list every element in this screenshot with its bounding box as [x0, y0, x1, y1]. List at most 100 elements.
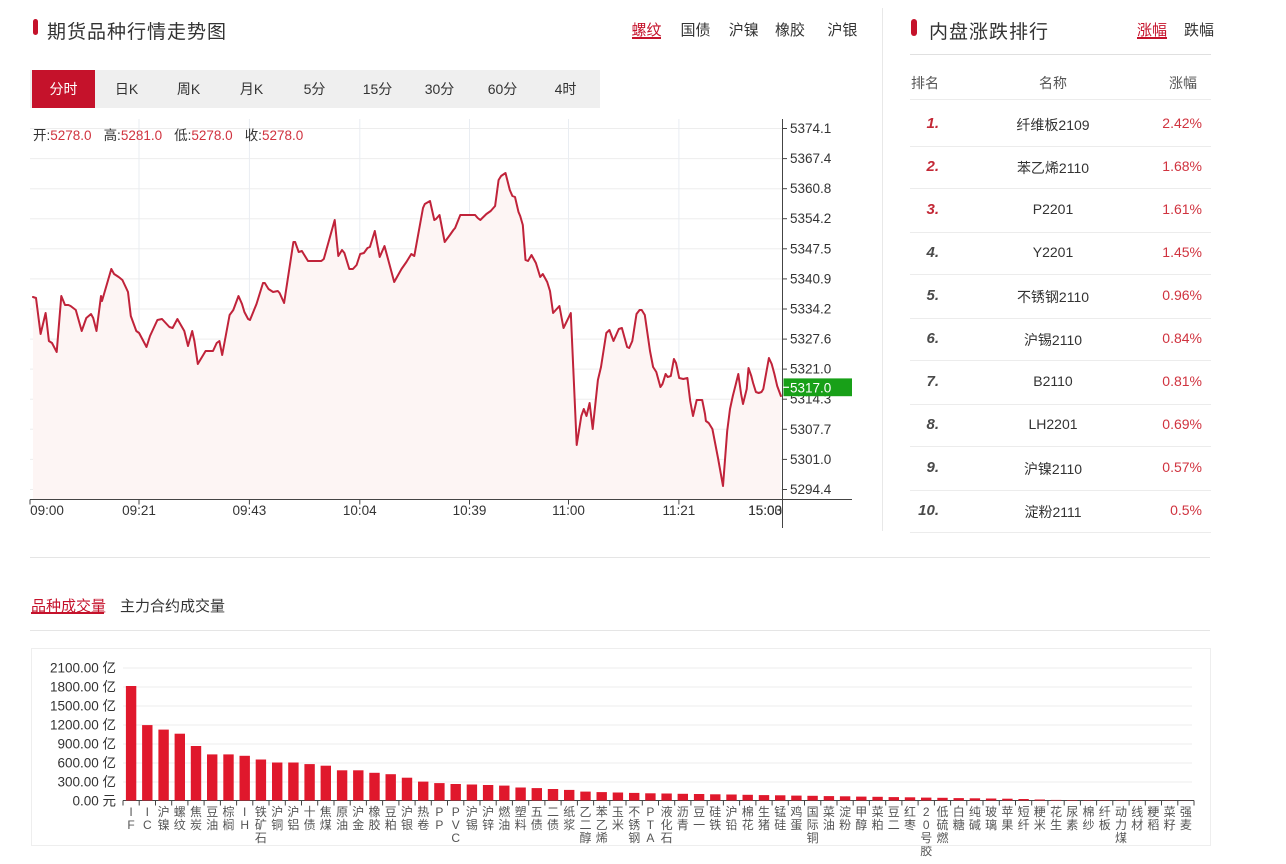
svg-text:5307.7: 5307.7: [790, 422, 831, 437]
svg-text:力: 力: [1115, 818, 1127, 832]
svg-text:5327.6: 5327.6: [790, 332, 831, 347]
svg-text:猪: 猪: [758, 818, 770, 832]
svg-text:号: 号: [920, 831, 932, 845]
svg-text:榈: 榈: [222, 817, 234, 832]
svg-text:T: T: [647, 818, 655, 832]
svg-text:5317.0: 5317.0: [790, 380, 831, 395]
svg-text:沪: 沪: [158, 805, 170, 819]
svg-text:600.00 亿: 600.00 亿: [57, 756, 116, 771]
svg-text:橡: 橡: [368, 805, 380, 819]
svg-text:P: P: [646, 805, 654, 819]
svg-text:料: 料: [515, 818, 527, 832]
svg-text:低: 低: [936, 805, 948, 819]
svg-text:青: 青: [677, 818, 689, 832]
svg-text:5347.5: 5347.5: [790, 241, 831, 256]
svg-text:菜: 菜: [1164, 805, 1176, 819]
svg-text:09:21: 09:21: [122, 503, 156, 518]
svg-text:液: 液: [661, 804, 673, 819]
svg-text:红: 红: [904, 804, 916, 819]
svg-text:A: A: [646, 831, 654, 845]
svg-text:锰: 锰: [774, 804, 786, 819]
svg-text:生: 生: [758, 805, 770, 819]
svg-text:油: 油: [823, 818, 835, 832]
svg-text:纹: 纹: [174, 818, 186, 832]
svg-text:米: 米: [1034, 818, 1046, 832]
svg-text:沪: 沪: [725, 805, 737, 819]
svg-text:沪: 沪: [482, 805, 494, 819]
svg-text:I: I: [243, 805, 246, 819]
svg-text:H: H: [240, 818, 249, 832]
svg-text:粕: 粕: [872, 817, 884, 832]
svg-text:银: 银: [401, 818, 413, 832]
svg-text:焦: 焦: [320, 805, 332, 819]
svg-text:11:21: 11:21: [663, 503, 696, 518]
svg-text:P: P: [435, 805, 443, 819]
svg-text:镍: 镍: [158, 818, 170, 832]
svg-text:籽: 籽: [1164, 818, 1176, 832]
svg-text:二: 二: [579, 818, 591, 832]
svg-text:金: 金: [352, 817, 364, 832]
svg-text:债: 债: [547, 818, 559, 832]
svg-text:09:43: 09:43: [233, 503, 267, 518]
svg-text:5334.2: 5334.2: [790, 302, 831, 317]
svg-text:素: 素: [1066, 818, 1078, 832]
svg-text:沪: 沪: [271, 805, 283, 819]
svg-text:锡: 锡: [466, 817, 478, 832]
svg-text:豆: 豆: [888, 805, 900, 819]
svg-text:P: P: [452, 805, 460, 819]
svg-text:乙: 乙: [579, 805, 591, 819]
svg-text:F: F: [127, 818, 134, 832]
svg-text:塑: 塑: [515, 804, 527, 819]
svg-text:鸡: 鸡: [790, 804, 802, 819]
svg-text:果: 果: [1001, 818, 1013, 832]
svg-text:石: 石: [255, 831, 267, 845]
svg-text:胶: 胶: [920, 843, 932, 858]
svg-text:沪: 沪: [466, 805, 478, 819]
svg-text:浆: 浆: [563, 817, 575, 832]
svg-text:P: P: [435, 818, 443, 832]
svg-text:300.00 亿: 300.00 亿: [57, 775, 116, 790]
svg-text:一: 一: [693, 818, 705, 832]
svg-text:枣: 枣: [904, 818, 916, 832]
svg-text:材: 材: [1131, 818, 1143, 832]
svg-text:粳: 粳: [1034, 805, 1046, 819]
svg-text:花: 花: [742, 817, 754, 832]
svg-text:稻: 稻: [1147, 818, 1159, 832]
svg-text:米: 米: [612, 818, 624, 832]
svg-text:锈: 锈: [628, 818, 640, 832]
svg-text:尿: 尿: [1066, 805, 1078, 819]
svg-text:棕: 棕: [222, 804, 234, 819]
svg-text:淀: 淀: [839, 805, 851, 819]
svg-text:十: 十: [304, 805, 316, 819]
svg-text:沥: 沥: [677, 805, 689, 819]
svg-text:板: 板: [1099, 818, 1111, 832]
svg-text:苹: 苹: [1001, 805, 1013, 819]
svg-text:铜: 铜: [271, 817, 283, 832]
svg-text:10:39: 10:39: [453, 503, 487, 518]
svg-text:醇: 醇: [855, 817, 867, 832]
svg-text:纤: 纤: [1018, 818, 1030, 832]
svg-text:15:03: 15:03: [748, 503, 782, 518]
svg-text:油: 油: [498, 818, 510, 832]
svg-text:5367.4: 5367.4: [790, 151, 832, 166]
svg-text:2100.00 亿: 2100.00 亿: [50, 661, 116, 676]
svg-text:棉: 棉: [742, 805, 754, 819]
svg-text:钢: 钢: [628, 831, 640, 845]
svg-text:豆: 豆: [206, 805, 218, 819]
svg-text:铜: 铜: [807, 830, 819, 845]
svg-text:燃: 燃: [498, 804, 510, 819]
svg-text:苯: 苯: [596, 805, 608, 819]
svg-text:硅: 硅: [774, 818, 786, 832]
svg-text:烯: 烯: [596, 831, 608, 845]
svg-text:动: 动: [1115, 805, 1127, 819]
svg-text:11:00: 11:00: [552, 503, 585, 518]
svg-text:0.00 元: 0.00 元: [72, 794, 116, 809]
svg-text:卷: 卷: [417, 817, 429, 832]
svg-text:炭: 炭: [190, 818, 202, 832]
svg-text:粉: 粉: [839, 818, 851, 832]
svg-text:碱: 碱: [969, 818, 981, 832]
svg-text:5321.0: 5321.0: [790, 362, 831, 377]
svg-text:5360.8: 5360.8: [790, 181, 831, 196]
svg-text:沪: 沪: [401, 805, 413, 819]
svg-text:C: C: [143, 818, 152, 832]
